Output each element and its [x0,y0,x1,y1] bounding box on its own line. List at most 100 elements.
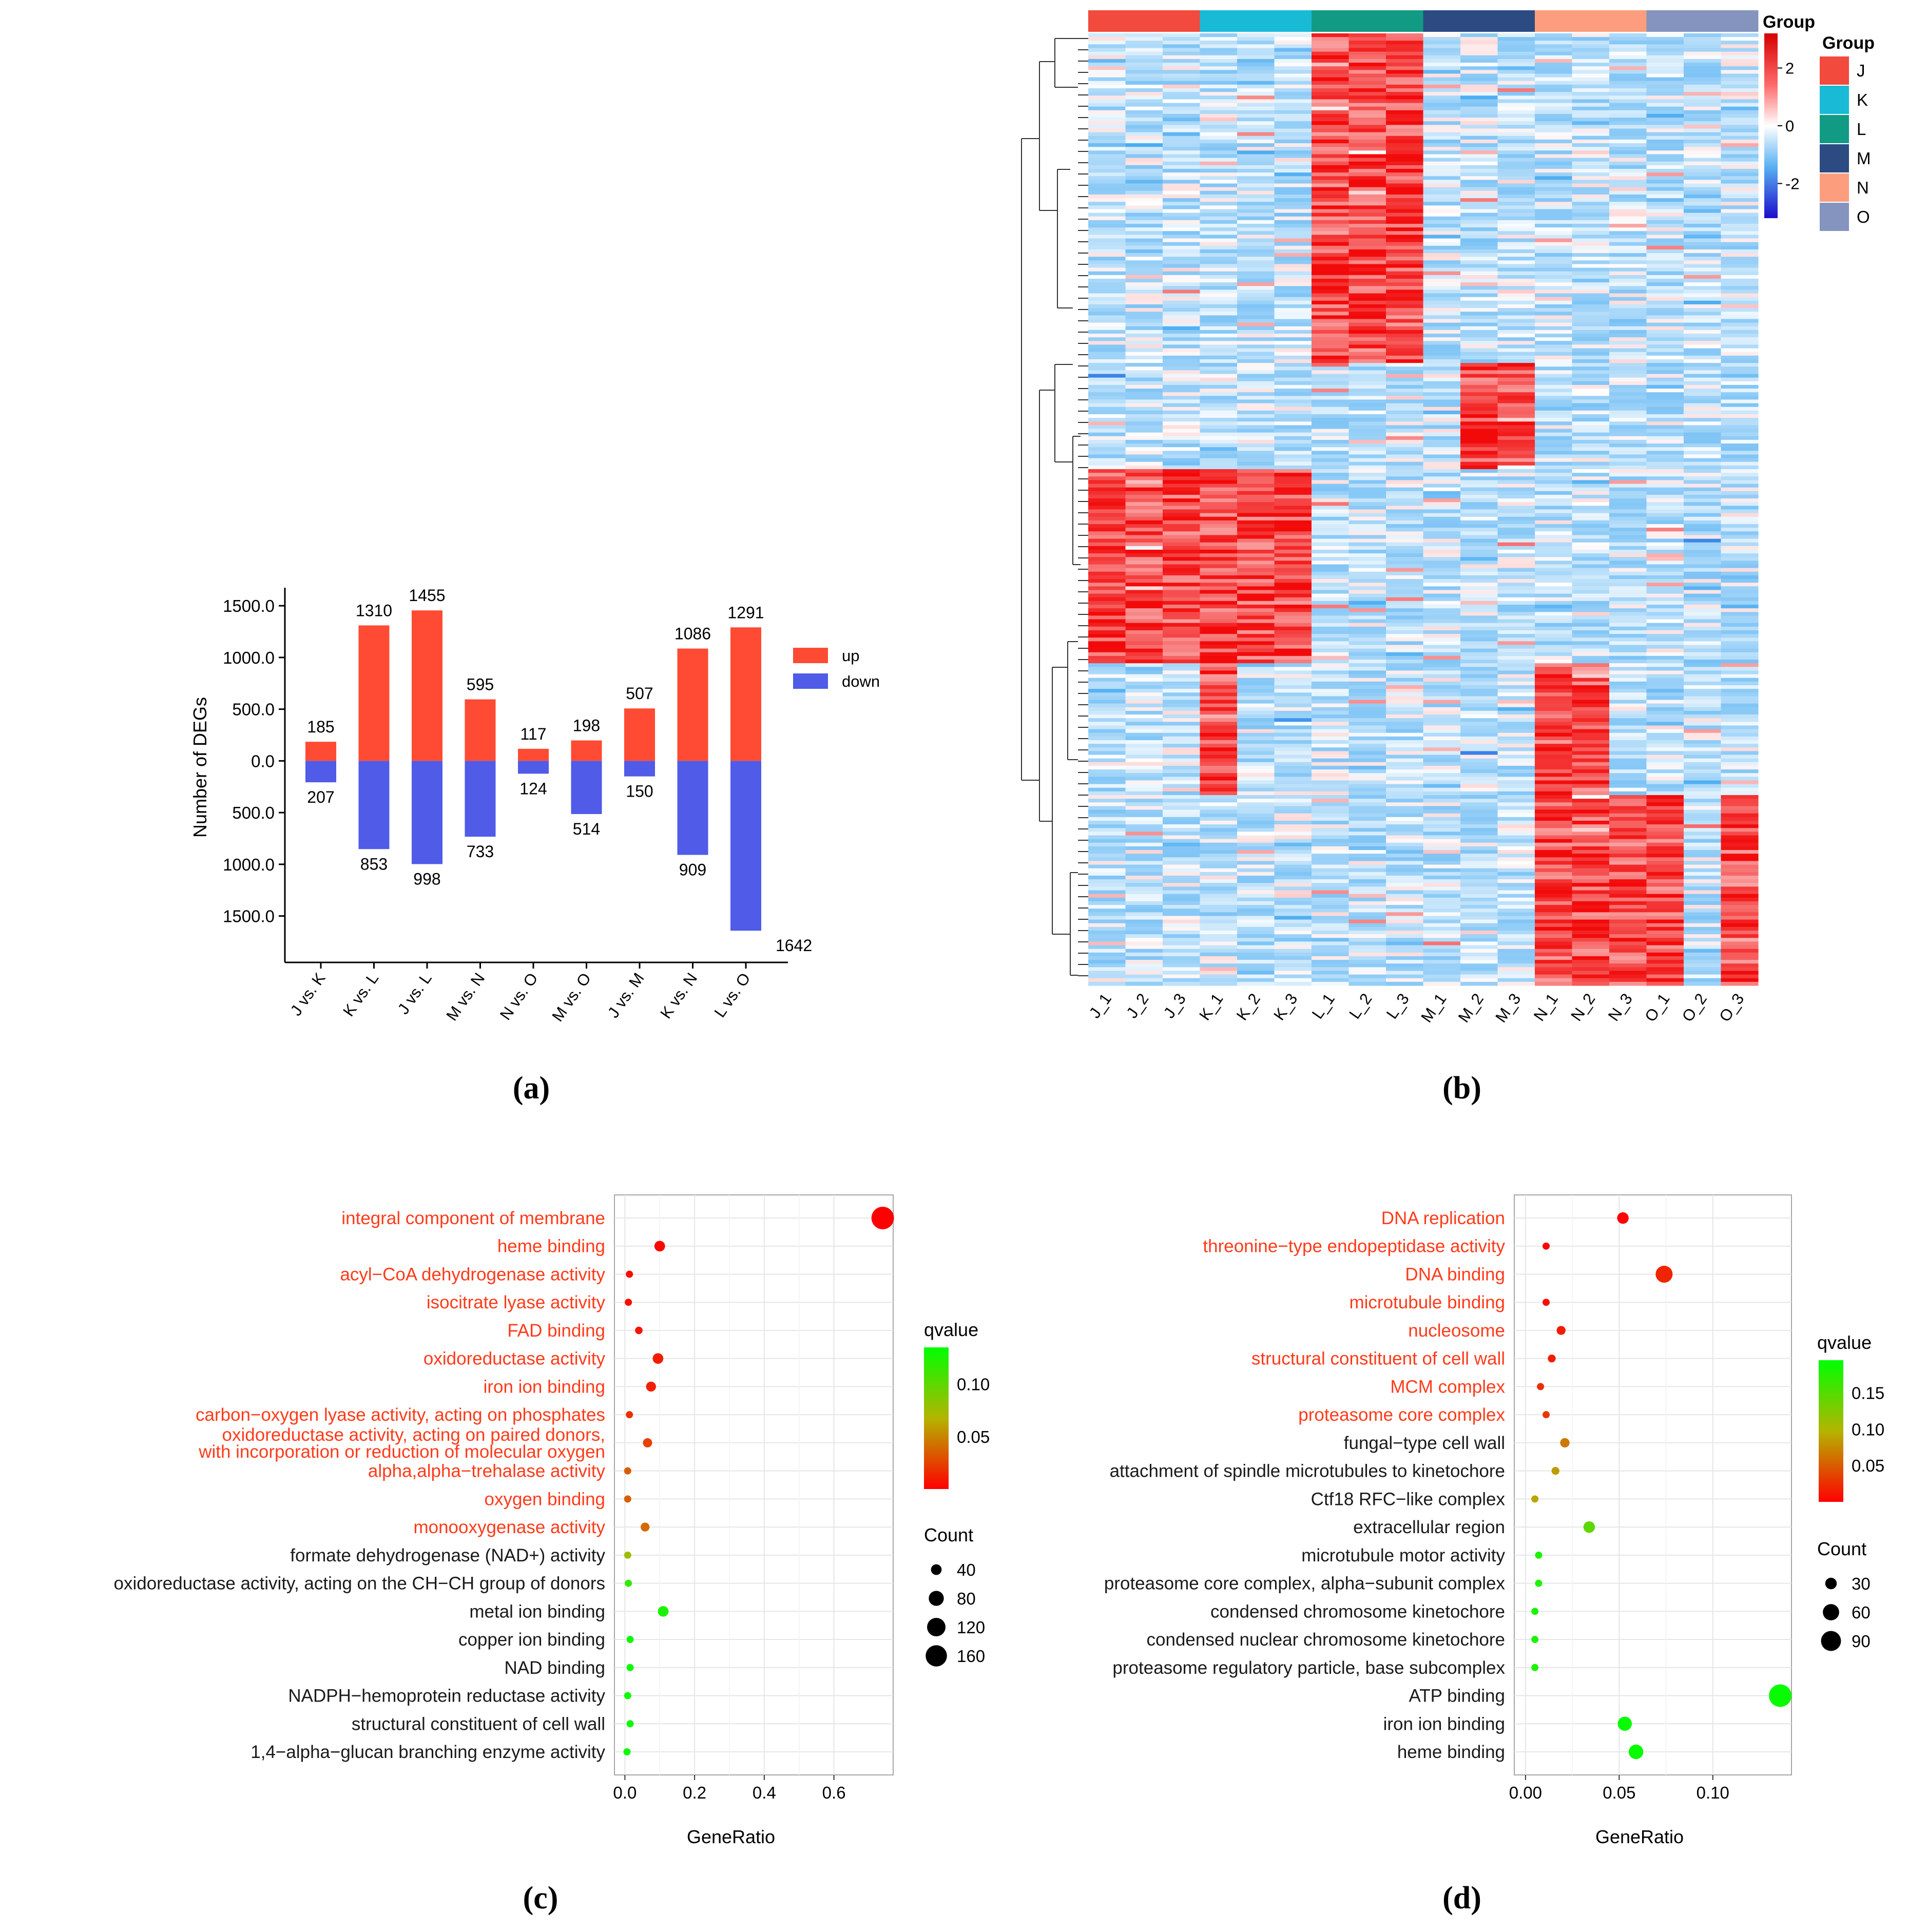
heatmap-cell [1460,926,1498,931]
heatmap-cell [1497,586,1535,591]
heatmap-cell [1125,461,1163,466]
heatmap-cell [1274,967,1312,972]
heatmap-cell [1274,238,1312,243]
heatmap-cell [1423,905,1461,909]
heatmap-cell [1423,59,1461,63]
heatmap-cell [1460,506,1498,510]
heatmap-cell [1460,374,1498,378]
heatmap-cell [1684,154,1722,159]
heatmap-cell [1497,389,1535,393]
heatmap-cell [1386,813,1424,818]
heatmap-cell [1163,249,1201,254]
heatmap-cell [1572,465,1610,470]
heatmap-cell [1721,473,1759,477]
heatmap-cell [1572,897,1610,902]
heatmap-cell [1646,700,1684,704]
heatmap-cell [1125,890,1163,895]
heatmap-cell [1274,542,1312,547]
x-tick-label: 0.00 [1509,1783,1542,1802]
heatmap-cell [1125,725,1163,730]
heatmap-cell [1237,312,1275,316]
heatmap-cell [1386,945,1424,950]
heatmap-cell [1535,875,1573,880]
heatmap-cell [1460,355,1498,360]
heatmap-cell [1646,861,1684,865]
heatmap-cell [1348,212,1386,217]
heatmap-cell [1572,524,1610,528]
heatmap-cell [1646,447,1684,451]
heatmap-cell [1646,399,1684,404]
heatmap-cell [1497,502,1535,506]
heatmap-cell [1423,187,1461,191]
heatmap-cell [1125,839,1163,843]
heatmap-cell [1684,670,1722,675]
heatmap-cell [1386,484,1424,488]
heatmap-cell [1200,667,1238,671]
heatmap-cell [1348,297,1386,301]
heatmap-cell [1609,59,1647,63]
heatmap-cell [1237,909,1275,913]
heatmap-cell [1163,667,1201,671]
heatmap-cell [1535,44,1573,49]
heatmap-cell [1460,363,1498,367]
heatmap-cell [1572,655,1610,660]
heatmap-cell [1497,971,1535,975]
heatmap-cell [1274,901,1312,905]
heatmap-cell [1163,125,1201,129]
heatmap-cell [1386,916,1424,920]
heatmap-cell [1684,150,1722,155]
heatmap-cell [1497,33,1535,37]
heatmap-cell [1460,553,1498,557]
heatmap-cell [1646,374,1684,378]
heatmap-cell [1423,546,1461,550]
heatmap-cell [1237,689,1275,693]
heatmap-cell [1609,981,1647,986]
heatmap-cell [1274,150,1312,155]
heatmap-cell [1200,981,1238,986]
heatmap-cell [1200,780,1238,785]
heatmap-cell [1386,875,1424,880]
heatmap-cell [1200,271,1238,276]
heatmap-cell [1125,605,1163,609]
heatmap-cell [1163,348,1201,353]
heatmap-cell [1163,381,1201,385]
heatmap-cell [1348,447,1386,451]
heatmap-cell [1646,103,1684,107]
heatmap-cell [1535,384,1573,389]
heatmap-cell [1497,257,1535,261]
heatmap-cell [1088,538,1126,543]
heatmap-cell [1460,685,1498,689]
heatmap-cell [1386,557,1424,561]
heatmap-cell [1721,670,1759,675]
heatmap-cell [1423,344,1461,349]
heatmap-cell [1348,758,1386,763]
heatmap-cell [1721,780,1759,785]
heatmap-cell [1497,88,1535,92]
heatmap-cell [1572,334,1610,338]
heatmap-cell [1200,718,1238,722]
heatmap-cell [1312,476,1350,481]
heatmap-cell [1572,787,1610,792]
heatmap-cell [1312,952,1350,957]
heatmap-cell [1684,176,1722,180]
heatmap-cell [1237,95,1275,100]
heatmap-cell [1721,667,1759,671]
heatmap-cell [1088,762,1126,766]
heatmap-cell [1609,260,1647,265]
heatmap-cell [1200,330,1238,334]
heatmap-cell [1535,216,1573,221]
heatmap-cell [1312,868,1350,873]
heatmap-cell [1237,399,1275,404]
term-label: metal ion binding [469,1601,605,1621]
heatmap-cell [1386,370,1424,375]
heatmap-cell [1721,70,1759,74]
heatmap-cell [1609,663,1647,667]
heatmap-cell [1163,952,1201,957]
heatmap-cell [1237,710,1275,715]
heatmap-cell [1646,454,1684,459]
heatmap-cell [1609,172,1647,177]
heatmap-cell [1348,242,1386,246]
heatmap-cell [1088,542,1126,547]
heatmap-cell [1572,279,1610,283]
heatmap-cell [1497,267,1535,272]
